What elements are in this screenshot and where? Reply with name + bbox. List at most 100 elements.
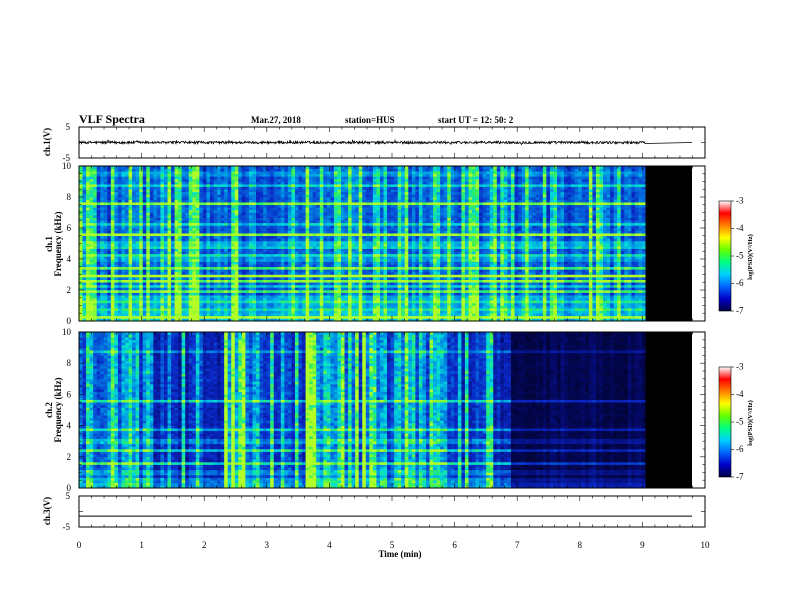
- spectrogram-cell: [171, 189, 175, 193]
- spectrogram-cell: [206, 302, 211, 306]
- spectrogram-cell: [263, 290, 267, 293]
- spectrogram-cell: [171, 310, 175, 314]
- spectrogram-cell: [362, 168, 367, 172]
- spectrogram-cell: [252, 189, 257, 193]
- spectrogram-cell: [351, 318, 356, 322]
- spectrogram-cell: [348, 189, 352, 193]
- spectrogram-cell: [277, 194, 282, 198]
- spectrogram-cell: [171, 168, 175, 172]
- spectrogram-cell: [181, 261, 186, 265]
- spectrogram-cell: [319, 191, 324, 195]
- spectrogram-cell: [217, 313, 221, 317]
- spectrogram-cell: [348, 269, 352, 273]
- spectrogram-cell: [171, 264, 175, 268]
- spectrogram-cell: [139, 295, 144, 299]
- spectrogram-cell: [93, 251, 97, 255]
- spectrogram-cell: [103, 199, 108, 203]
- spectrogram-cell: [82, 290, 87, 293]
- spectrogram-cell: [273, 217, 278, 221]
- spectrogram-cell: [132, 230, 136, 234]
- spectrogram-cell: [89, 261, 94, 265]
- spectrogram-cell: [93, 225, 97, 229]
- spectrogram-cell: [341, 197, 345, 200]
- spectrogram-cell: [110, 173, 115, 177]
- spectrogram-cell: [351, 266, 356, 270]
- spectrogram-cell: [121, 168, 126, 172]
- spectrogram-cell: [100, 199, 105, 203]
- spectrogram-cell: [220, 204, 225, 208]
- spectrogram-cell: [213, 176, 218, 180]
- spectrogram-cell: [149, 178, 154, 182]
- spectrogram-cell: [160, 240, 165, 244]
- spectrogram-cell: [206, 238, 211, 242]
- spectrogram-cell: [277, 176, 282, 180]
- spectrogram-cell: [305, 259, 310, 262]
- spectrogram-cell: [270, 240, 275, 244]
- spectrogram-cell: [86, 222, 90, 226]
- spectrogram-cell: [344, 284, 349, 288]
- spectrogram-cell: [163, 287, 168, 291]
- spectrogram-cell: [341, 305, 345, 309]
- spectrogram-cell: [319, 202, 324, 206]
- spectrogram-cell: [273, 194, 278, 198]
- spectrogram-cell: [185, 305, 190, 309]
- spectrogram-cell: [156, 274, 161, 278]
- spectrogram-cell: [312, 228, 317, 231]
- spectrogram-cell: [294, 300, 299, 304]
- spectrogram-cell: [100, 235, 105, 239]
- spectrogram-cell: [149, 282, 154, 286]
- spectrogram-cell: [174, 295, 179, 299]
- spectrogram-cell: [326, 230, 331, 234]
- spectrogram-cell: [220, 256, 225, 260]
- spectrogram-cell: [270, 189, 275, 193]
- spectrogram-cell: [163, 212, 168, 216]
- spectrogram-cell: [100, 261, 105, 265]
- spectrogram-cell: [241, 181, 246, 185]
- spectrogram-cell: [224, 222, 229, 226]
- spectrogram-cell: [256, 256, 260, 260]
- spectrogram-cell: [319, 282, 324, 286]
- spectrogram-cell: [323, 305, 328, 309]
- spectrogram-cell: [82, 246, 87, 249]
- spectrogram-cell: [125, 279, 129, 283]
- spectrogram-cell: [188, 243, 193, 247]
- spectrogram-cell: [326, 168, 331, 172]
- spectrogram-cell: [266, 264, 271, 268]
- spectrogram-cell: [199, 300, 204, 304]
- spectrogram-cell: [163, 197, 168, 200]
- spectrogram-cell: [125, 271, 129, 275]
- spectrogram-cell: [224, 251, 229, 255]
- spectrogram-cell: [351, 204, 356, 208]
- spectrogram-cell: [348, 235, 352, 239]
- spectrogram-cell: [305, 191, 310, 195]
- spectrogram-cell: [167, 191, 172, 195]
- spectrogram-cell: [213, 230, 218, 234]
- spectrogram-cell: [149, 292, 154, 296]
- spectrogram-cell: [82, 186, 87, 190]
- spectrogram-cell: [316, 191, 321, 195]
- spectrogram-cell: [256, 189, 260, 193]
- spectrogram-cell: [256, 212, 260, 216]
- spectrogram-cell: [298, 222, 303, 226]
- spectrogram-cell: [188, 274, 193, 278]
- spectrogram-cell: [146, 297, 151, 301]
- spectrogram-cell: [181, 233, 186, 237]
- spectrogram-cell: [280, 282, 285, 286]
- spectrogram-cell: [344, 310, 349, 314]
- spectrogram-cell: [248, 225, 253, 229]
- spectrogram-cell: [202, 228, 207, 231]
- spectrogram-cell: [280, 295, 285, 299]
- spectrogram-cell: [174, 194, 179, 198]
- spectrogram-cell: [263, 233, 267, 237]
- spectrogram-cell: [355, 176, 360, 180]
- spectrogram-cell: [114, 271, 119, 275]
- spectrogram-cell: [224, 225, 229, 229]
- spectrogram-cell: [79, 228, 83, 231]
- spectrogram-cell: [188, 284, 193, 288]
- spectrogram-cell: [132, 181, 136, 185]
- spectrogram-cell: [344, 246, 349, 249]
- spectrogram-cell: [139, 212, 144, 216]
- spectrogram-cell: [199, 248, 204, 252]
- spectrogram-cell: [149, 199, 154, 203]
- spectrogram-cell: [139, 256, 144, 260]
